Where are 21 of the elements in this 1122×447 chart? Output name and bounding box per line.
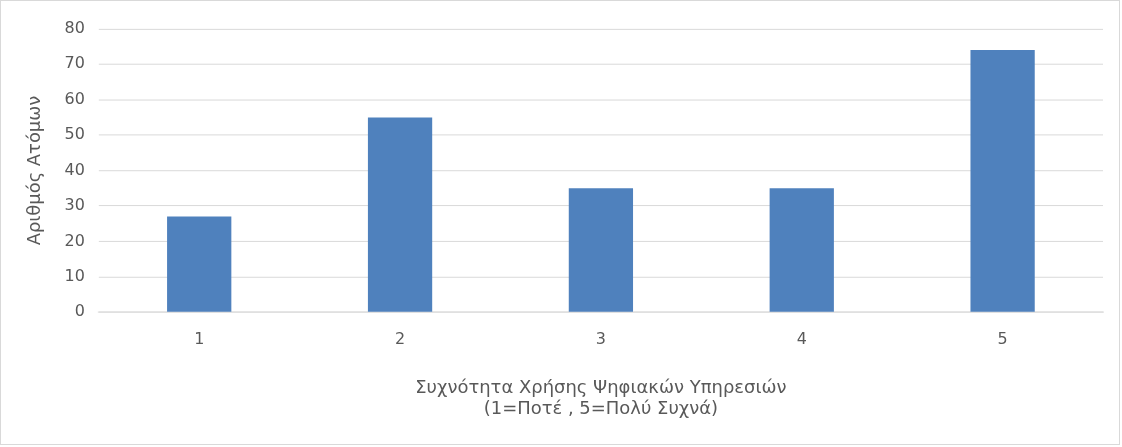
x-tick-label: 1 bbox=[194, 328, 205, 348]
x-tick-label: 4 bbox=[796, 328, 807, 348]
y-tick-label: 20 bbox=[64, 230, 85, 250]
y-axis-title: Αριθμός Ατόμων bbox=[23, 95, 45, 246]
bar bbox=[167, 216, 232, 312]
bar bbox=[568, 188, 634, 312]
y-tick-label: 30 bbox=[64, 195, 85, 215]
y-tick-label: 50 bbox=[64, 124, 85, 144]
bar bbox=[769, 188, 834, 312]
y-tick-label: 40 bbox=[64, 159, 85, 179]
x-tick-label: 5 bbox=[997, 328, 1008, 348]
bar bbox=[367, 117, 433, 312]
y-tick-label: 80 bbox=[64, 18, 85, 38]
x-tick-label: 2 bbox=[394, 328, 406, 348]
y-tick-label: 70 bbox=[64, 53, 85, 73]
y-tick-label: 10 bbox=[64, 265, 85, 285]
x-axis-title: Συχνότητα Χρήσης Ψηφιακών Υπηρεσιών (1=Ποτέ , 5=Πολύ Συχνά) bbox=[415, 375, 787, 418]
y-tick-label: 60 bbox=[64, 88, 85, 108]
y-tick-label: 0 bbox=[74, 301, 85, 321]
bar bbox=[970, 50, 1035, 312]
x-tick-label: 3 bbox=[595, 328, 606, 348]
